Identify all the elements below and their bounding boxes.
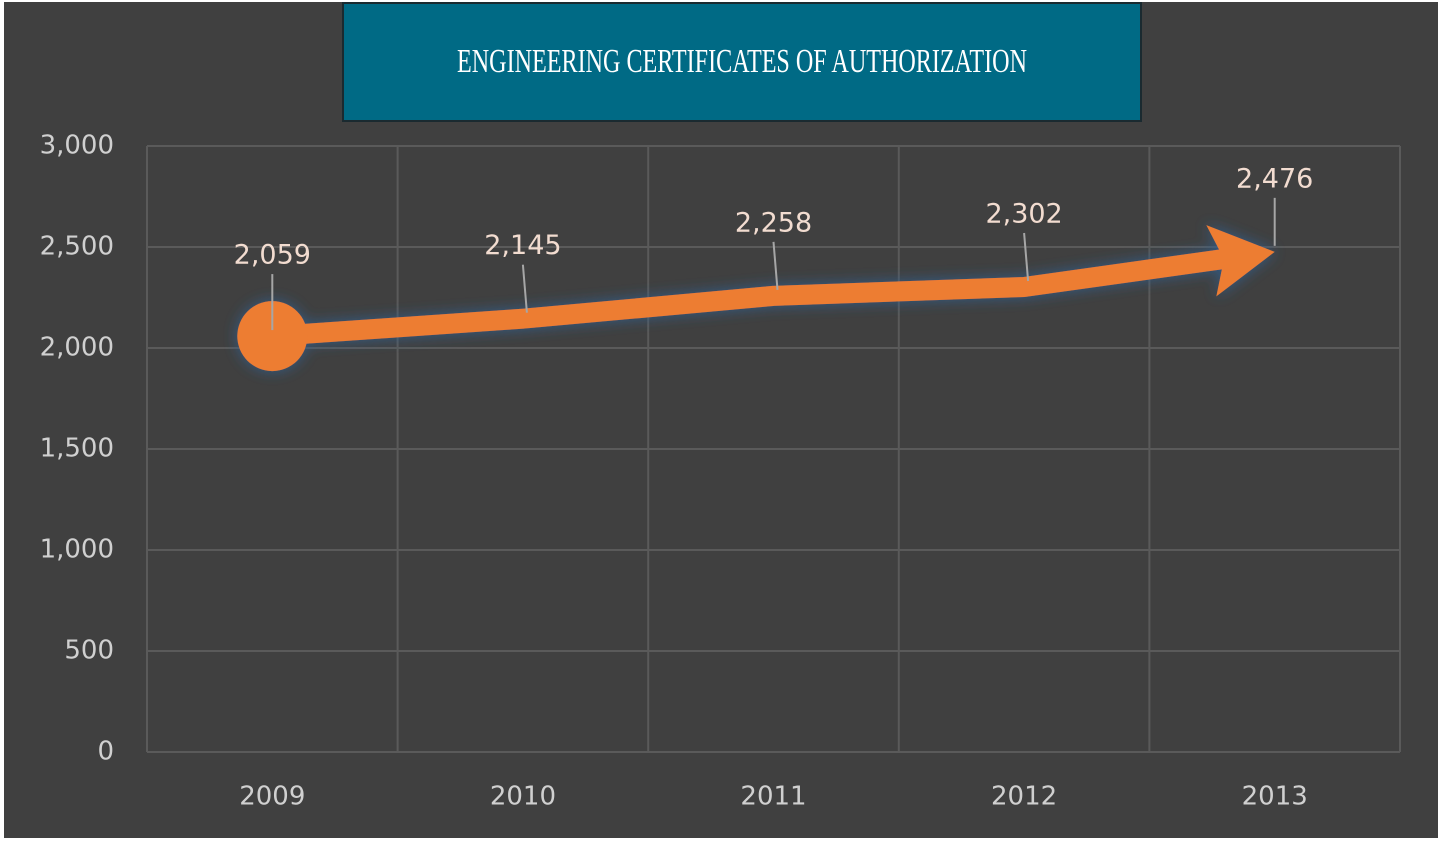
start-marker [237, 301, 308, 372]
x-tick-label: 2013 [1242, 782, 1308, 812]
series-line [271, 241, 1277, 347]
series-group [237, 225, 1277, 372]
title-box [342, 2, 1142, 122]
data-label: 2,302 [985, 198, 1062, 229]
x-tick-label: 2009 [239, 782, 305, 812]
leader-line [772, 241, 779, 290]
data-label: 2,059 [234, 240, 311, 271]
chart-title: ENGINEERING CERTIFICATES OF AUTHORIZATIO… [457, 43, 1027, 80]
x-tick-label: 2010 [490, 782, 556, 812]
data-label: 2,145 [484, 230, 561, 261]
arrow-head [1206, 225, 1275, 297]
y-tick-label: 0 [97, 737, 114, 767]
y-tick-label: 2,500 [40, 232, 114, 262]
leader-line [1023, 232, 1030, 282]
leader-line [521, 264, 528, 313]
y-tick-label: 500 [64, 636, 114, 666]
y-tick-label: 3,000 [40, 131, 114, 161]
x-tick-label: 2011 [740, 782, 806, 812]
y-tick-label: 1,000 [40, 535, 114, 565]
y-tick-label: 2,000 [40, 333, 114, 363]
y-tick-label: 1,500 [40, 434, 114, 464]
data-label: 2,258 [735, 207, 812, 238]
data-label: 2,476 [1236, 163, 1313, 194]
x-tick-label: 2012 [991, 782, 1057, 812]
background [4, 2, 1438, 838]
